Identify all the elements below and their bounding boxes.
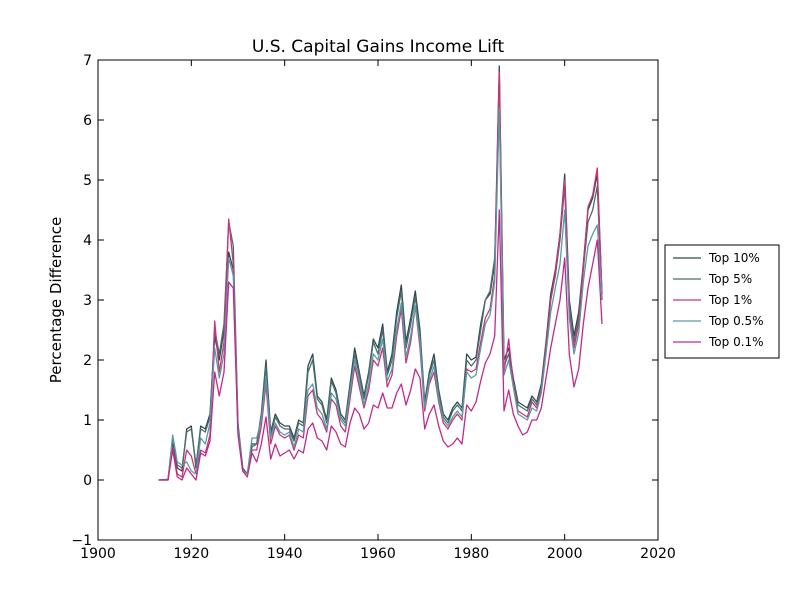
- plot-lines: [158, 65, 603, 481]
- y-tick-label: 4: [83, 233, 92, 249]
- y-tick-label: 2: [83, 353, 92, 369]
- chart-title: U.S. Capital Gains Income Lift: [252, 37, 505, 57]
- series-line-1: [158, 101, 603, 481]
- series-line-2: [158, 71, 603, 481]
- x-tick-label: 2000: [547, 546, 583, 562]
- x-tick-label: 1900: [80, 546, 116, 562]
- series-line-0: [158, 65, 603, 481]
- plot-frame: [97, 59, 659, 541]
- y-tick-label: 3: [83, 293, 92, 309]
- legend-label: Top 0.5%: [708, 314, 764, 328]
- legend-label: Top 10%: [708, 251, 760, 265]
- x-tick-label: 1920: [174, 546, 210, 562]
- y-tick-label: 7: [83, 53, 92, 69]
- legend: Top 10% Top 5% Top 1% Top 0.5% Top 0.1%: [664, 244, 780, 359]
- y-tick-label: 0: [83, 473, 92, 489]
- x-tick-label: 2020: [640, 546, 676, 562]
- legend-label: Top 1%: [708, 293, 752, 307]
- series-line-4: [158, 209, 603, 481]
- x-tick-label: 1980: [454, 546, 490, 562]
- x-tick-label: 1940: [267, 546, 303, 562]
- y-tick-label: 5: [83, 173, 92, 189]
- legend-box: [664, 244, 780, 359]
- x-tick-label: 1960: [360, 546, 396, 562]
- y-axis-label: Percentage Difference: [47, 217, 65, 383]
- y-tick-label: 1: [83, 413, 92, 429]
- y-tick-label: 6: [83, 113, 92, 129]
- y-tick-label: −1: [71, 533, 92, 549]
- legend-label: Top 5%: [708, 272, 752, 286]
- legend-label: Top 0.1%: [708, 335, 764, 349]
